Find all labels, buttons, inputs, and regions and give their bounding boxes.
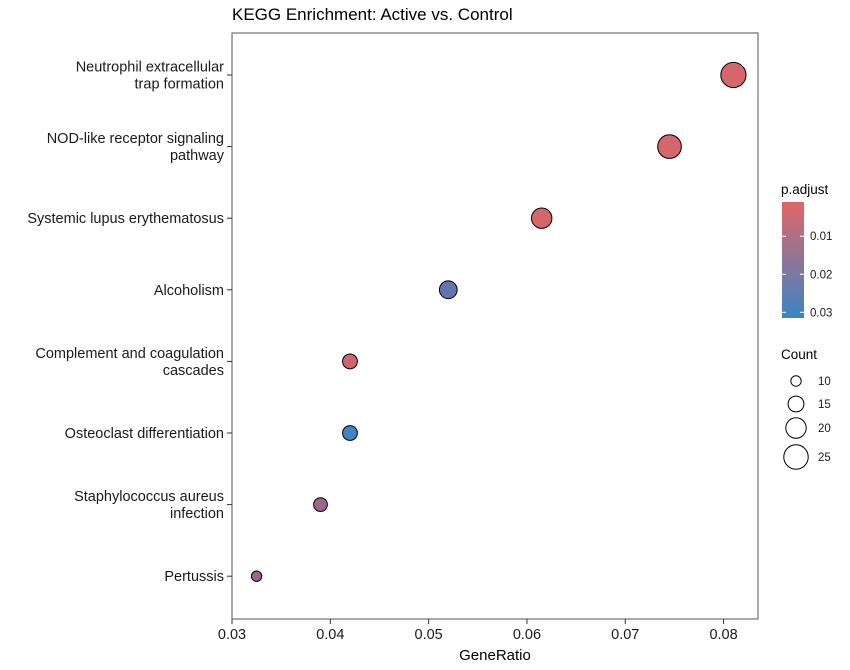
- x-tick-label: 0.05: [415, 627, 443, 643]
- y-tick-label: infection: [170, 506, 224, 522]
- x-tick-label: 0.04: [316, 627, 344, 643]
- x-tick-label: 0.06: [513, 627, 541, 643]
- y-tick-label: Complement and coagulation: [35, 346, 224, 362]
- size-legend-circle: [790, 375, 802, 387]
- x-tick-label: 0.08: [709, 627, 737, 643]
- data-point: [720, 61, 747, 89]
- y-tick-label: Osteoclast differentiation: [65, 426, 224, 442]
- color-legend: p.adjust 0.01 0.02 0.03: [781, 182, 832, 319]
- size-legend-label: 15: [818, 399, 831, 411]
- y-tick-label: trap formation: [135, 77, 224, 93]
- color-legend-label: 0.03: [810, 307, 832, 319]
- y-tick-label: cascades: [163, 363, 224, 379]
- size-legend-title: Count: [781, 347, 817, 362]
- data-point: [438, 280, 458, 300]
- chart-title: KEGG Enrichment: Active vs. Control: [232, 5, 513, 24]
- size-legend-label: 10: [818, 376, 831, 388]
- size-legend-circle: [787, 395, 805, 413]
- data-point: [657, 134, 682, 159]
- plot-panel: [231, 32, 759, 620]
- x-tick-label: 0.07: [611, 627, 639, 643]
- y-tick-label: pathway: [170, 148, 225, 164]
- size-legend-label: 20: [818, 423, 831, 435]
- y-tick-label: Pertussis: [164, 569, 224, 585]
- data-point: [313, 497, 328, 512]
- y-tick-label: Alcoholism: [154, 283, 224, 299]
- x-axis: 0.03 0.04 0.05 0.06 0.07 0.08: [218, 619, 738, 643]
- color-legend-label: 0.01: [810, 231, 832, 243]
- color-legend-gradient: [782, 202, 804, 318]
- data-point: [342, 353, 358, 370]
- size-legend-circle: [785, 417, 807, 439]
- color-legend-label: 0.02: [810, 269, 832, 281]
- data-point: [530, 207, 553, 229]
- data-point: [342, 425, 358, 441]
- size-legend: Count 10 15 20 25: [781, 347, 831, 470]
- y-tick-label: Neutrophil extracellular: [76, 60, 224, 76]
- color-legend-title: p.adjust: [781, 182, 829, 197]
- x-tick-label: 0.03: [218, 627, 246, 643]
- data-point: [250, 570, 263, 582]
- data-points: [250, 61, 747, 582]
- size-legend-circle: [783, 444, 809, 470]
- y-tick-label: Systemic lupus erythematosus: [27, 211, 224, 227]
- size-legend-label: 25: [818, 452, 831, 464]
- y-tick-label: NOD-like receptor signaling: [47, 131, 224, 147]
- y-tick-label: Staphylococcus aureus: [74, 489, 224, 505]
- x-axis-label: GeneRatio: [459, 647, 531, 664]
